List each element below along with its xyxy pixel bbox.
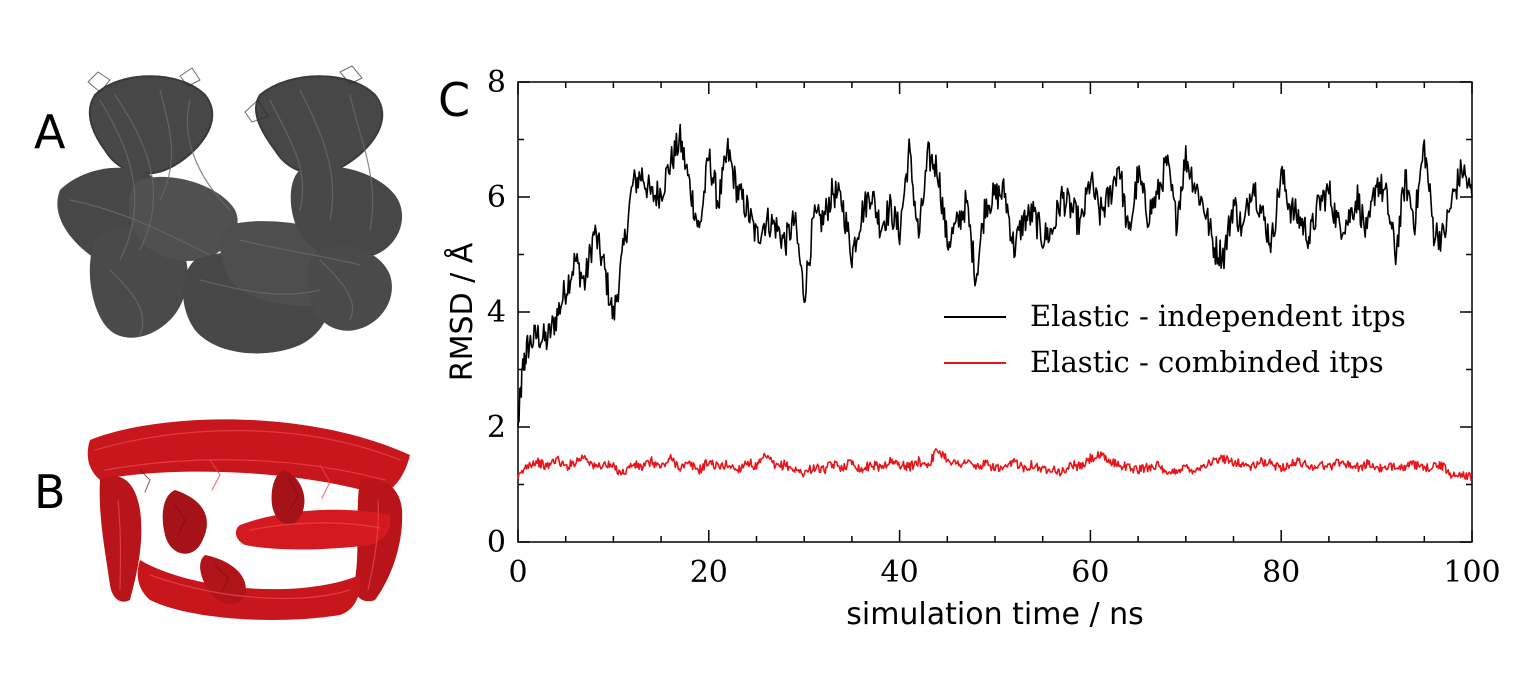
legend-label-1: Elastic - independent itps <box>1030 299 1406 333</box>
rmsd-chart: 0 20 40 60 80 100 0 2 4 6 8 simulation time / ns RMS… <box>444 65 1501 632</box>
y-axis-label: RMSD / Å <box>444 242 480 381</box>
x-tick-label: 60 <box>1071 555 1109 590</box>
x-tick-label: 40 <box>881 555 919 590</box>
y-tick-label: 8 <box>487 65 506 100</box>
panel-c-letter: C <box>438 73 470 127</box>
legend-label-2: Elastic - combinded itps <box>1030 345 1384 379</box>
y-tick-label: 2 <box>487 410 506 445</box>
panel-b: B <box>34 419 410 620</box>
x-tick-label: 20 <box>690 555 728 590</box>
y-tick-label: 4 <box>487 295 506 330</box>
x-axis-label: simulation time / ns <box>846 597 1144 632</box>
y-tick-label: 0 <box>487 525 506 560</box>
panel-c: C 0 20 40 60 80 100 0 2 4 6 8 simulation time / ns R… <box>438 65 1501 632</box>
y-tick-label: 6 <box>487 180 506 215</box>
panel-b-protein-image <box>87 419 410 620</box>
series-line-2 <box>517 448 1473 482</box>
panel-a-letter: A <box>34 105 66 159</box>
panel-b-letter: B <box>34 465 66 519</box>
panel-a: A <box>34 65 403 354</box>
x-tick-label: 100 <box>1443 555 1500 590</box>
panel-a-protein-image <box>57 65 403 354</box>
x-tick-label: 80 <box>1262 555 1300 590</box>
x-tick-label: 0 <box>508 555 527 590</box>
series-line-1 <box>517 123 1473 428</box>
